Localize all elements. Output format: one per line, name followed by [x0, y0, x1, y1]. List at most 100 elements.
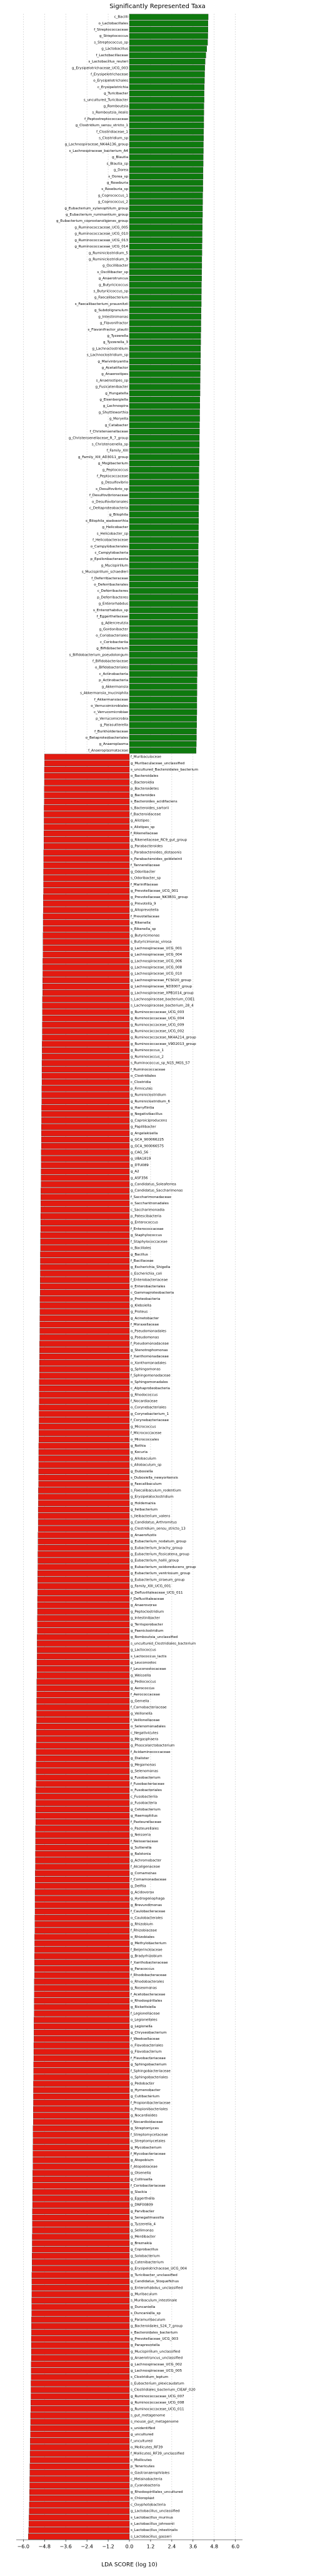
bar — [129, 620, 198, 626]
bar-label: g_Family_XIII_AD3011_group — [78, 456, 129, 459]
bar — [33, 2049, 130, 2055]
bar-label: c_Bacilli — [114, 16, 129, 19]
bar — [35, 1806, 130, 1813]
bar — [31, 2342, 130, 2349]
bar-label: g_Ruminococcaceae_UCG_010 — [74, 232, 128, 236]
bar — [129, 161, 204, 167]
bar-label: g_UBA1819 — [131, 1157, 151, 1161]
bar — [36, 1742, 130, 1749]
bar-label: g_DNF00809 — [131, 2204, 153, 2207]
bar — [40, 1283, 130, 1290]
bar-label: g_Collinsella — [131, 2178, 152, 2182]
bar — [29, 2508, 130, 2514]
bar-label: g_Escherichia_Shigella — [131, 1266, 170, 1269]
bar — [41, 1124, 130, 1130]
bar — [38, 1449, 130, 1455]
bar — [34, 2023, 130, 2030]
bar — [41, 1181, 130, 1187]
bar — [129, 473, 199, 479]
bar-label: g_Alistipes — [131, 819, 149, 823]
bar-label: p_Cyanobacteria — [131, 2484, 160, 2488]
bar — [36, 1736, 130, 1742]
bar — [129, 428, 200, 435]
bar-label: g_Romboutsia — [104, 105, 128, 109]
bar-label: g_Staphylococcus — [131, 1234, 162, 1237]
bar — [29, 2489, 130, 2495]
bar — [129, 371, 201, 377]
bar-label: g_Legionella — [131, 2025, 152, 2029]
bar — [129, 601, 198, 607]
bar — [35, 1812, 130, 1819]
bar — [35, 1850, 130, 1857]
bar — [39, 1398, 130, 1404]
bar — [43, 830, 130, 837]
bar-label: f_Ruminococcaceae — [131, 1068, 166, 1072]
bar — [129, 492, 199, 499]
bar-label: o_Sphingobacteriales — [131, 2075, 168, 2079]
bar-label: p_Firmicutes — [131, 1087, 152, 1091]
bar — [29, 2470, 130, 2476]
bar — [129, 632, 198, 639]
bar-label: g_Paramuribaculum — [131, 2318, 166, 2322]
bar — [129, 97, 204, 103]
bar-label: f_Akkermansiaceae — [94, 698, 129, 702]
bar — [41, 1162, 130, 1169]
bar-label: g_Lactobacillus — [101, 47, 128, 51]
bar-label: g_Eubacterium_fissicatena_group — [131, 1553, 189, 1557]
bar — [42, 919, 130, 926]
bar-label: g_Faecalibaculum — [131, 1482, 162, 1486]
bar — [44, 754, 130, 760]
bar — [31, 2406, 130, 2412]
bar-label: s_Dorea_sp — [108, 175, 128, 179]
bar — [129, 402, 200, 409]
bar-label: g_Lachnospiraceae_UCG_010 — [131, 972, 182, 976]
bar — [39, 1417, 130, 1424]
bar — [32, 2227, 130, 2234]
bar — [36, 1780, 130, 1787]
bar-label: g_Acinetobacter — [131, 1317, 159, 1320]
bar — [129, 320, 201, 326]
bar-label: g_GCA_900066575 — [131, 1144, 164, 1148]
bar — [129, 199, 203, 205]
bar — [35, 1864, 130, 1870]
bar — [31, 2380, 130, 2387]
bar — [30, 2431, 130, 2438]
bar — [39, 1404, 130, 1410]
bar-label: g_Eubacterium_brachy_group — [131, 1546, 182, 1550]
bar — [40, 1232, 130, 1239]
bar — [129, 65, 205, 71]
bar — [129, 243, 202, 250]
bar — [129, 205, 203, 212]
bar-label: g_Streptococcus — [99, 34, 128, 38]
bar-label: g_Candidatus_Soleaferrea — [131, 1182, 176, 1186]
bar-label: s_Lachnoclostridium_sp — [87, 354, 129, 357]
bar-label: g_Butyricicoccus — [99, 283, 128, 287]
bar-label: s_Duncaniella_sp — [131, 2312, 161, 2315]
bar — [29, 2463, 130, 2470]
bar-label: f_Sphingomonadaceae — [131, 1374, 171, 1378]
bar — [42, 932, 130, 939]
bar — [31, 2399, 130, 2406]
bar-label: f_Bifidobacteriaceae — [92, 660, 129, 664]
bar-label: s_Escherichia_coli — [131, 1272, 162, 1276]
bar-label: f_Moraxellaceae — [131, 1323, 159, 1327]
bar-label: f_Beijerinckiaceae — [131, 1948, 162, 1952]
bar — [129, 231, 202, 237]
bar — [129, 250, 202, 256]
bar — [39, 1340, 130, 1347]
bar-label: g_Ruminococcaceae_V9D2013_group — [131, 1042, 196, 1046]
bar-label: g_Atopobium — [131, 2159, 154, 2162]
bar — [129, 288, 202, 294]
bar — [32, 2253, 130, 2259]
bar-label: g_Pediococcus — [131, 1680, 156, 1684]
bar — [129, 32, 208, 39]
bar — [36, 1691, 130, 1698]
bar — [32, 2221, 130, 2227]
bar — [38, 1551, 130, 1557]
bar-label: g_Ruminococcus_1 — [131, 1049, 164, 1052]
bar-label: g_Anaerotruncus — [99, 277, 128, 281]
bar-label: g_Acetatifactor — [102, 366, 129, 370]
bar — [129, 116, 204, 122]
bar-label: g_Cutibacterium — [131, 2095, 159, 2099]
